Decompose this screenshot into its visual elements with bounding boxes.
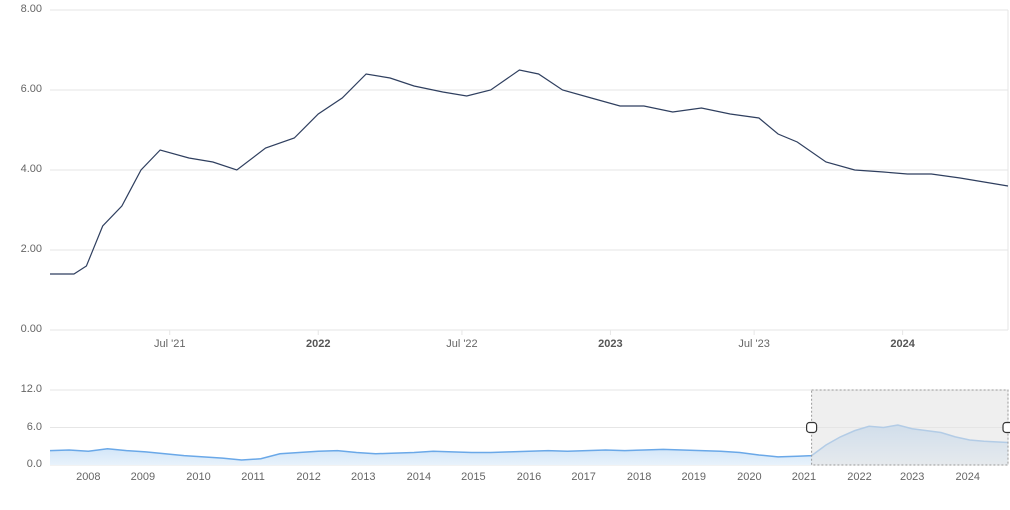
nav-x-tick-label: 2012 [296,471,320,483]
nav-x-tick-label: 2017 [571,471,595,483]
main-x-tick-label: 2024 [890,338,914,350]
main-y-tick-label: 4.00 [2,163,42,175]
nav-x-tick-label: 2023 [900,471,924,483]
main-y-tick-label: 0.00 [2,323,42,335]
main-x-tick-label: Jul '23 [738,338,769,350]
main-x-tick-label: Jul '22 [446,338,477,350]
nav-x-tick-label: 2024 [956,471,980,483]
nav-selection-handle-right[interactable] [1003,423,1010,433]
nav-x-tick-label: 2015 [461,471,485,483]
nav-x-tick-label: 2016 [517,471,541,483]
main-series-line [50,70,1008,274]
main-line-chart: 0.00 2.00 4.00 6.00 8.00 Jul '21 2022 Jul '22 2… [0,0,1010,370]
main-x-tick-label: 2022 [306,338,330,350]
main-y-tick-label: 6.00 [2,83,42,95]
nav-x-tick-label: 2018 [627,471,651,483]
nav-x-tick-label: 2008 [76,471,100,483]
nav-y-tick-label: 12.0 [2,383,42,395]
nav-x-tick-label: 2014 [407,471,431,483]
navigator-area-chart: 0.0 6.0 12.0 2008 2009 2010 2011 2012 2013 2014 2… [0,380,1010,500]
nav-x-tick-label: 2010 [186,471,210,483]
nav-x-tick-label: 2019 [682,471,706,483]
nav-x-tick-label: 2022 [847,471,871,483]
nav-y-tick-label: 6.0 [2,421,42,433]
nav-selection-window[interactable] [812,390,1008,465]
main-x-tick-label: 2023 [598,338,622,350]
main-x-tick-label: Jul '21 [154,338,185,350]
nav-y-tick-label: 0.0 [2,458,42,470]
main-y-tick-label: 8.00 [2,3,42,15]
nav-x-tick-label: 2021 [792,471,816,483]
main-chart-svg [0,0,1010,370]
nav-x-tick-label: 2009 [131,471,155,483]
main-y-tick-label: 2.00 [2,243,42,255]
nav-x-tick-label: 2011 [241,471,265,483]
nav-x-tick-label: 2013 [351,471,375,483]
nav-selection-handle-left[interactable] [807,423,817,433]
nav-x-tick-label: 2020 [737,471,761,483]
